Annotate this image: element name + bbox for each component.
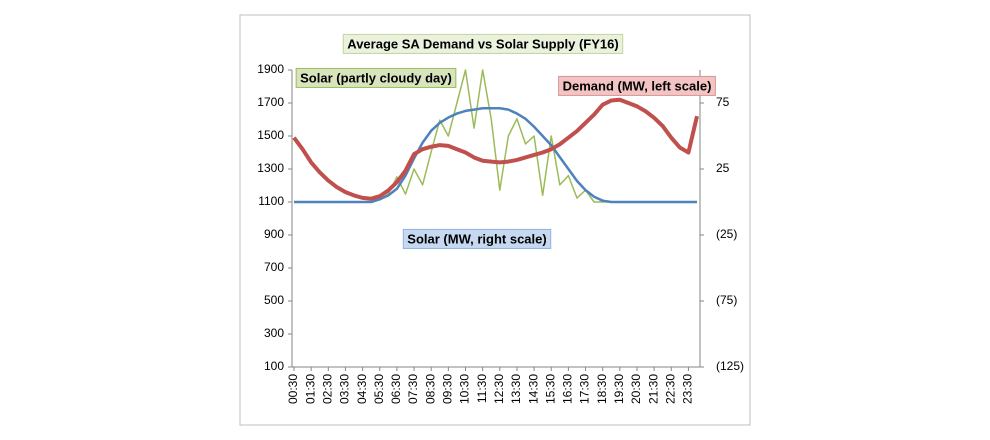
- y-tick-label: 300: [264, 326, 284, 340]
- x-tick-label: 00:30: [286, 374, 300, 404]
- x-tick-label: 19:30: [612, 374, 626, 404]
- x-tick-label: 05:30: [372, 374, 386, 404]
- y-tick-label: 100: [264, 359, 284, 373]
- y-tick-label: 500: [264, 293, 284, 307]
- x-tick-label: 20:30: [629, 374, 643, 404]
- y-tick-label: 1300: [257, 161, 284, 175]
- y-tick-label: 900: [264, 227, 284, 241]
- x-tick-label: 23:30: [681, 374, 695, 404]
- x-tick-label: 03:30: [338, 374, 352, 404]
- x-tick-label: 06:30: [389, 374, 403, 404]
- y2-tick-label: 75: [716, 95, 730, 109]
- x-tick-label: 01:30: [303, 374, 317, 404]
- annotation-box: [558, 75, 716, 96]
- series-line: [292, 97, 699, 201]
- x-tick-label: 08:30: [423, 374, 437, 404]
- annotation-box: [295, 67, 457, 88]
- x-tick-label: 12:30: [492, 374, 506, 404]
- y-tick-label: 1100: [258, 194, 284, 208]
- x-tick-label: 18:30: [595, 374, 609, 404]
- x-tick-label: 09:30: [441, 374, 455, 404]
- x-tick-label: 14:30: [526, 374, 540, 404]
- x-tick-label: 10:30: [458, 374, 472, 404]
- y-tick-label: 700: [264, 260, 284, 274]
- x-tick-label: 22:30: [663, 374, 677, 404]
- x-tick-label: 02:30: [320, 374, 334, 404]
- annotation: Demand (MW, left scale): [563, 78, 712, 93]
- annotation: Solar (partly cloudy day): [300, 70, 452, 85]
- x-tick-label: 17:30: [578, 374, 592, 404]
- chart-title: Average SA Demand vs Solar Supply (FY16): [347, 36, 618, 51]
- y2-tick-label: 25: [716, 161, 730, 175]
- y2-tick-label: (125): [716, 359, 744, 373]
- x-tick-label: 15:30: [543, 374, 557, 404]
- x-tick-label: 07:30: [406, 374, 420, 404]
- chart-title-box: [342, 33, 624, 54]
- x-tick-label: 04:30: [355, 374, 369, 404]
- x-tick-label: 21:30: [646, 374, 660, 404]
- annotation: Solar (MW, right scale): [407, 231, 546, 246]
- x-tick-label: 13:30: [509, 374, 523, 404]
- y2-tick-label: (75): [716, 293, 737, 307]
- x-tick-label: 16:30: [561, 374, 575, 404]
- y-tick-label: 1500: [257, 128, 284, 142]
- y-tick-label: 1700: [257, 95, 284, 109]
- x-tick-label: 11:30: [475, 374, 489, 403]
- annotation-box: [402, 228, 552, 249]
- series-line: [294, 107, 697, 204]
- y-tick-label: 1900: [257, 62, 284, 76]
- y2-tick-label: (25): [716, 227, 737, 241]
